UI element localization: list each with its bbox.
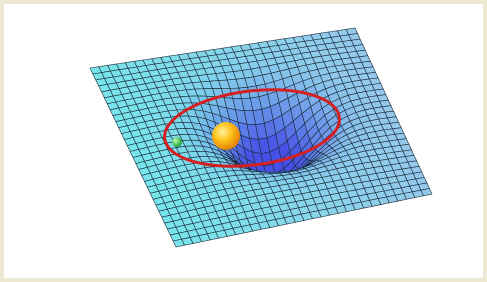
- curved-grid: [90, 28, 432, 247]
- sun: [212, 122, 240, 150]
- page: (() => { const data = JSON.parse(documen…: [0, 0, 487, 282]
- spacetime-illustration: [0, 0, 487, 282]
- planet: [172, 137, 182, 147]
